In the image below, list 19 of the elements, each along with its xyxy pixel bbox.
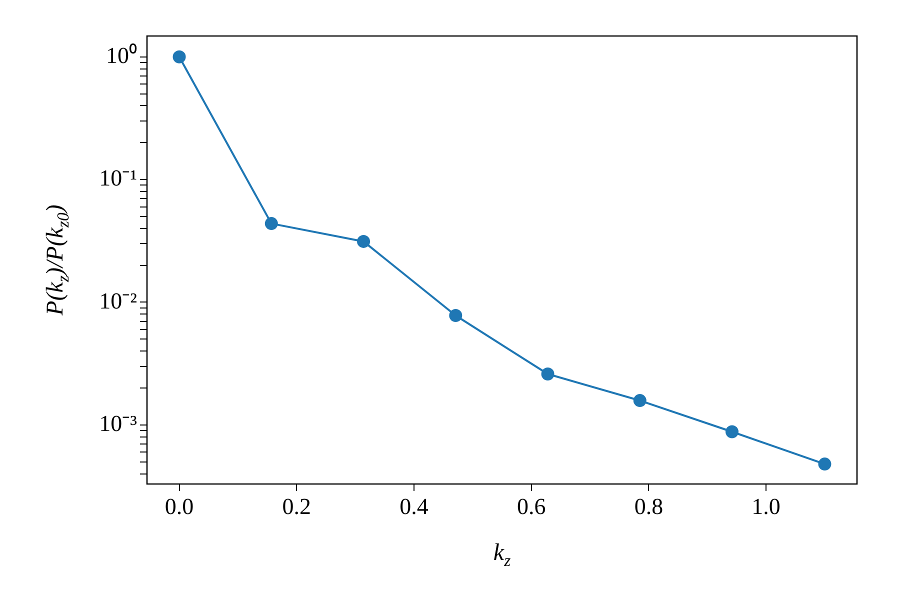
- y-tick-label: 10⁰: [106, 42, 137, 68]
- point: [357, 234, 370, 248]
- x-axis-title: k$_{z}$: [493, 540, 511, 571]
- x-tick-label: 0.8: [634, 494, 664, 519]
- x-tick-label: 1.0: [752, 494, 780, 519]
- x-tick-label: 0.4: [400, 494, 429, 519]
- y-tick-label: 10⁻²: [99, 288, 138, 314]
- y-tick-label: 10⁻¹: [99, 166, 138, 191]
- point: [818, 458, 832, 471]
- x-tick-label: 0.2: [282, 494, 312, 519]
- point: [449, 308, 462, 322]
- point: [541, 368, 554, 381]
- y-tick-label: 10⁻³: [99, 410, 138, 436]
- point: [172, 50, 186, 64]
- x-tick-label: 0.0: [164, 494, 194, 519]
- x-tick-label: 0.6: [516, 494, 546, 519]
- point: [633, 394, 646, 408]
- point: [264, 217, 278, 230]
- point: [726, 425, 739, 438]
